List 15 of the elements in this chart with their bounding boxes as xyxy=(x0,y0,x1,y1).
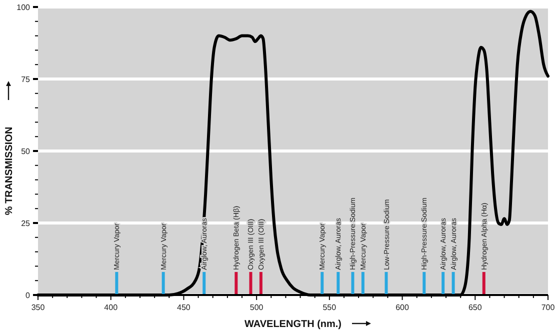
x-tick-label: 450 xyxy=(177,303,191,312)
y-tick-label: 50 xyxy=(21,147,31,156)
y-tick-label: 100 xyxy=(16,3,31,12)
y-tick-label: 75 xyxy=(21,75,31,84)
y-tick-label: 0 xyxy=(26,291,31,300)
x-tick-label: 650 xyxy=(468,303,482,312)
x-tick-label: 400 xyxy=(104,303,118,312)
x-tick-label: 550 xyxy=(322,303,337,312)
x-tick-label: 500 xyxy=(250,303,264,312)
x-tick-label: 700 xyxy=(541,303,556,312)
x-tick-label: 600 xyxy=(396,303,410,312)
x-tick-label: 350 xyxy=(31,303,46,312)
x-axis-title: WAVELENGTH (nm.) xyxy=(244,319,342,330)
y-axis-title: % TRANSMISSION xyxy=(4,126,15,216)
y-tick-label: 25 xyxy=(21,219,31,228)
